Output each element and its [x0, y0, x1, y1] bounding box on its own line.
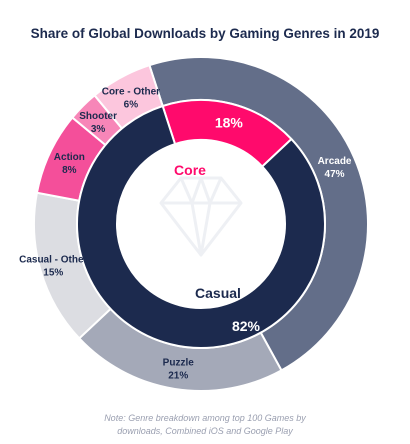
inner-ring	[76, 99, 326, 349]
inner-label-casual: Casual	[195, 285, 241, 301]
inner-value-core: 18%	[215, 114, 244, 130]
outer-value-casual-other: 15%	[43, 268, 63, 279]
outer-value-arcade: 47%	[325, 169, 345, 180]
outer-label-puzzle: Puzzle	[163, 358, 195, 369]
outer-label-shooter: Shooter	[79, 111, 117, 122]
chart-labels: Arcade 47% Puzzle 21% Casual - Other 15% Actio…	[19, 86, 352, 381]
chart-note: Note: Genre breakdown among top 100 Game…	[0, 412, 410, 438]
chart-title: Share of Global Downloads by Gaming Genr…	[30, 26, 380, 41]
inner-value-casual: 82%	[232, 318, 261, 334]
outer-value-core-other: 6%	[124, 99, 139, 110]
outer-label-arcade: Arcade	[318, 156, 352, 167]
outer-value-shooter: 3%	[91, 124, 106, 135]
outer-value-action: 8%	[62, 165, 77, 176]
outer-label-core-other: Core - Other	[102, 86, 160, 97]
inner-label-core: Core	[174, 162, 206, 178]
note-line-2: downloads, Combined iOS and Google Play	[117, 426, 293, 436]
note-line-1: Note: Genre breakdown among top 100 Game…	[104, 413, 306, 423]
inner-slice-casual	[76, 104, 326, 349]
outer-value-puzzle: 21%	[168, 371, 188, 382]
diamond-watermark-icon	[159, 176, 243, 257]
outer-label-casual-other: Casual - Other	[19, 255, 87, 266]
outer-label-action: Action	[54, 152, 85, 163]
